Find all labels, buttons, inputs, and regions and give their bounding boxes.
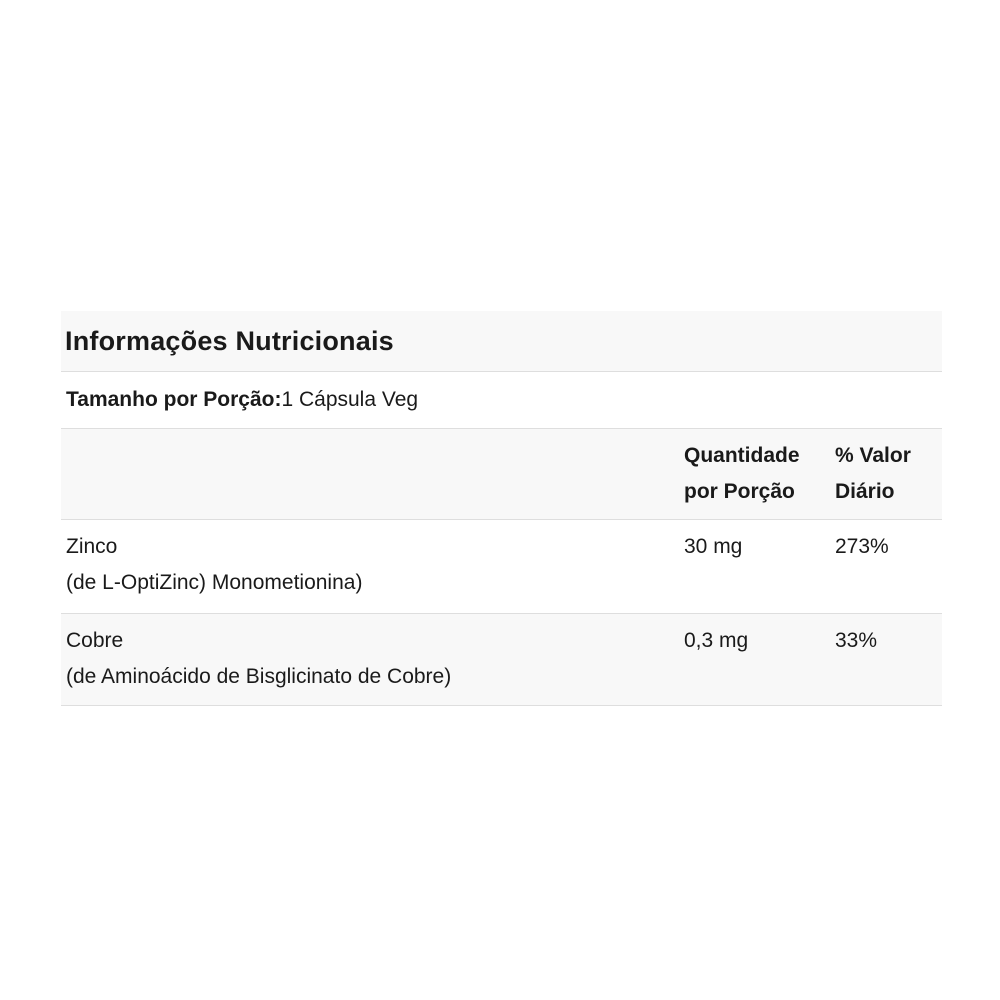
serving-size-label: Tamanho por Porção: bbox=[66, 388, 282, 411]
table-title: Informações Nutricionais bbox=[65, 325, 394, 356]
nutrient-daily-value: 33% bbox=[835, 629, 878, 652]
table-row: Cobre (de Aminoácido de Bisglicinato de … bbox=[61, 614, 942, 706]
nutrient-amount: 0,3 mg bbox=[684, 629, 749, 652]
nutrient-source: (de L-OptiZinc) Monometionina) bbox=[66, 571, 363, 594]
column-header-amount-per-serving: Quantidade por Porção bbox=[684, 444, 800, 503]
column-header-row: Quantidade por Porção % Valor Diário bbox=[61, 429, 942, 520]
nutrient-daily-value: 273% bbox=[835, 535, 889, 558]
nutrient-cell: Zinco (de L-OptiZinc) Monometionina) bbox=[61, 529, 684, 601]
nutrient-source: (de Aminoácido de Bisglicinato de Cobre) bbox=[66, 665, 452, 688]
nutrient-name: Zinco bbox=[66, 535, 118, 558]
nutrient-name: Cobre bbox=[66, 629, 124, 652]
table-row: Zinco (de L-OptiZinc) Monometionina) 30 … bbox=[61, 520, 942, 614]
title-row: Informações Nutricionais bbox=[61, 311, 942, 372]
serving-size-row: Tamanho por Porção: 1 Cápsula Veg bbox=[61, 372, 942, 429]
nutrient-amount: 30 mg bbox=[684, 535, 743, 558]
column-header-daily-value: % Valor Diário bbox=[835, 444, 911, 503]
serving-size-value: 1 Cápsula Veg bbox=[281, 388, 419, 411]
nutrition-facts-table: Informações Nutricionais Tamanho por Por… bbox=[61, 311, 942, 706]
nutrient-cell: Cobre (de Aminoácido de Bisglicinato de … bbox=[61, 623, 684, 695]
